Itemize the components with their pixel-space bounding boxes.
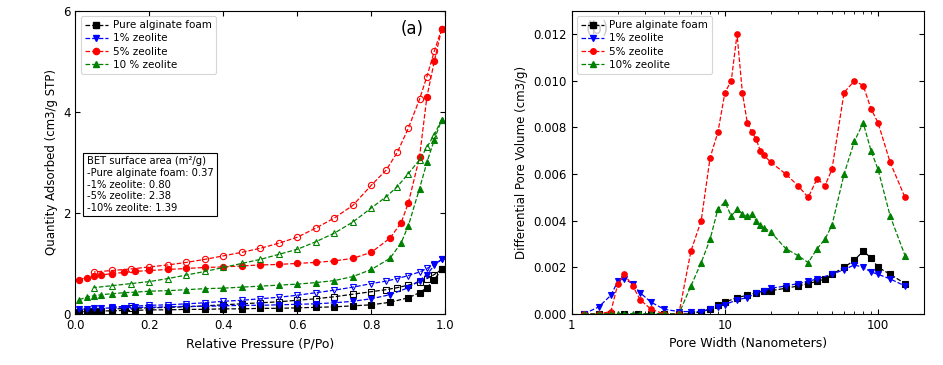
Legend: Pure alginate foam, 1% zeolite, 5% zeolite, 10% zeolite: Pure alginate foam, 1% zeolite, 5% zeoli…: [577, 16, 712, 74]
X-axis label: Relative Pressure (P/Po): Relative Pressure (P/Po): [187, 337, 335, 350]
Text: (b): (b): [586, 20, 609, 38]
Legend: Pure alginate foam, 1% zeolite, 5% zeolite, 10 % zeolite: Pure alginate foam, 1% zeolite, 5% zeoli…: [81, 16, 216, 74]
X-axis label: Pore Width (Nanometers): Pore Width (Nanometers): [669, 337, 827, 350]
Text: BET surface area (m²/g)
-Pure alginate foam: 0.37
-1% zeolite: 0.80
-5% zeolite:: BET surface area (m²/g) -Pure alginate f…: [87, 156, 213, 213]
Text: (a): (a): [401, 20, 424, 38]
Y-axis label: Quantity Adsorbed (cm3/g STP): Quantity Adsorbed (cm3/g STP): [44, 69, 58, 256]
Y-axis label: Differential Pore Volume (cm3/g): Differential Pore Volume (cm3/g): [515, 66, 528, 259]
